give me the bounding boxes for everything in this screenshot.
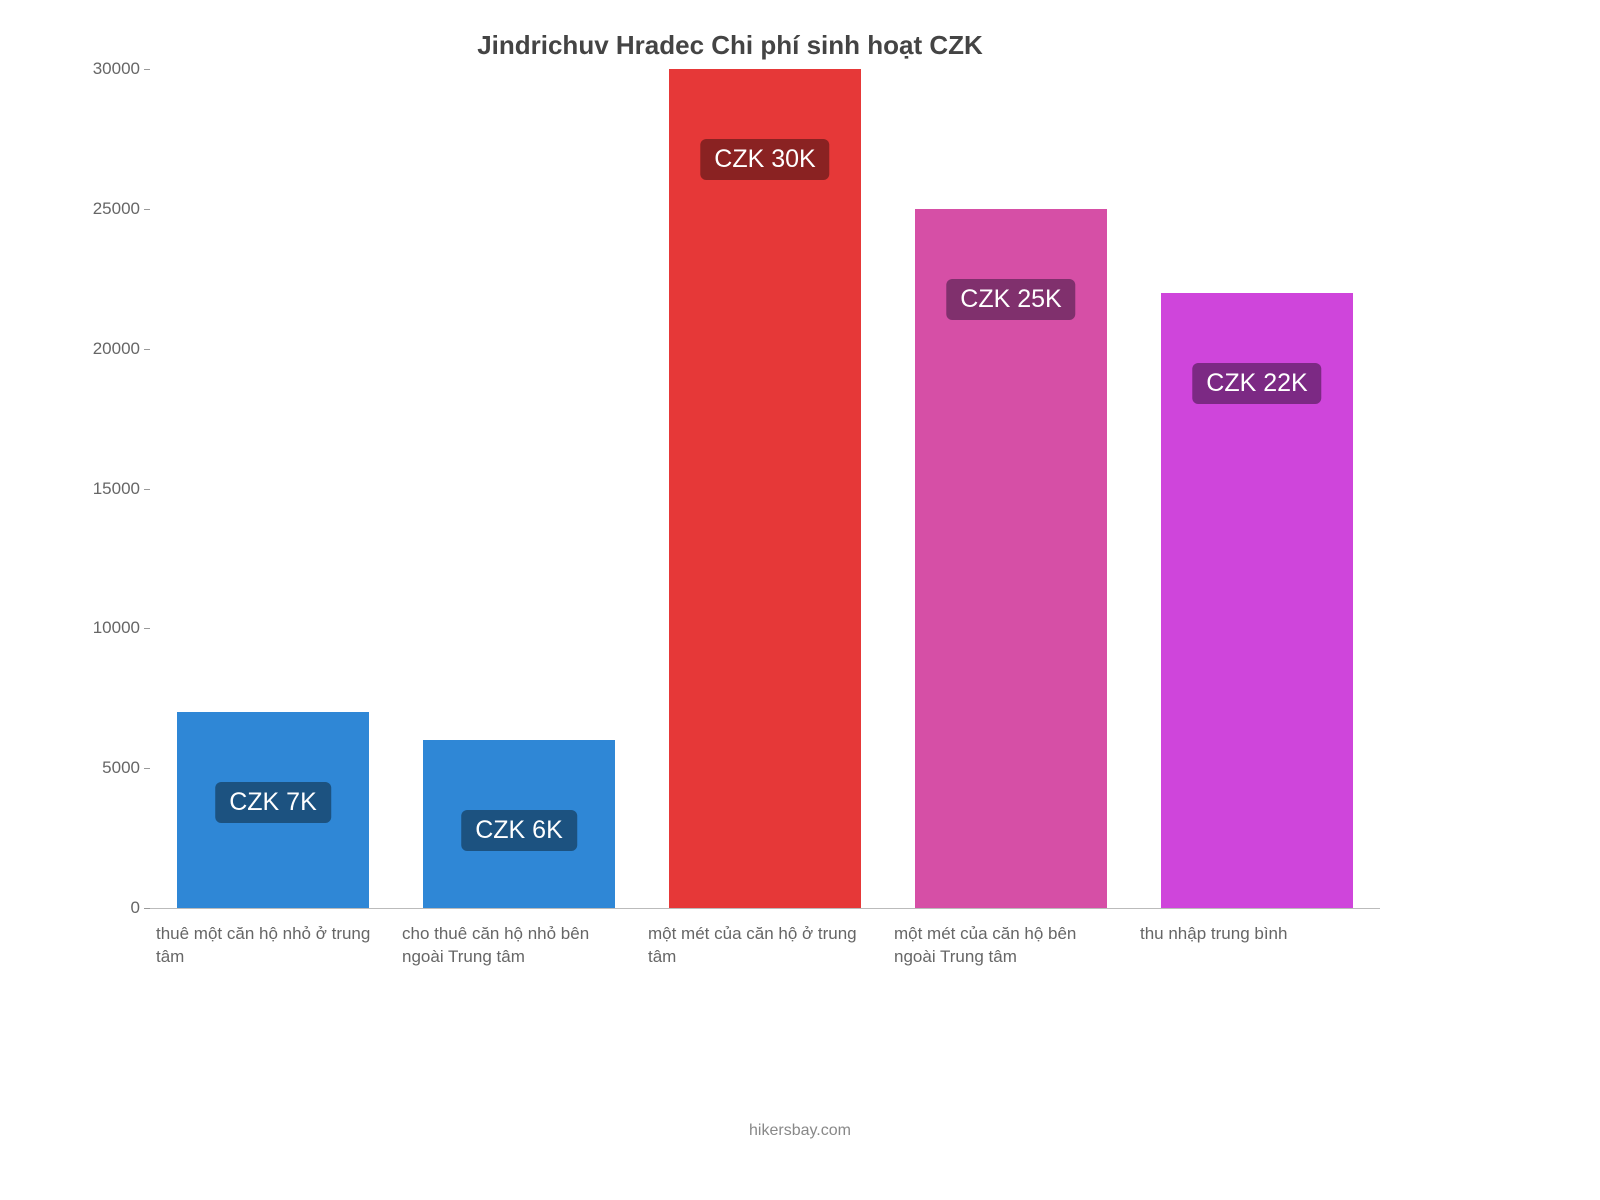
value-badge: CZK 25K bbox=[946, 279, 1075, 320]
value-badge: CZK 6K bbox=[461, 810, 577, 851]
x-tick-label: một mét của căn hộ bên ngoài Trung tâm bbox=[888, 923, 1134, 969]
y-tick: 30000 bbox=[80, 59, 140, 79]
y-tick: 15000 bbox=[80, 479, 140, 499]
value-badge: CZK 22K bbox=[1192, 363, 1321, 404]
bar-column: CZK 7K bbox=[150, 69, 396, 908]
bar: CZK 6K bbox=[423, 740, 615, 908]
bar: CZK 30K bbox=[669, 69, 861, 908]
bars-group: CZK 7K CZK 6K CZK 30K CZK 25K CZK 22K bbox=[150, 69, 1380, 908]
bar-column: CZK 25K bbox=[888, 69, 1134, 908]
x-axis-labels: thuê một căn hộ nhỏ ở trung tâmcho thuê … bbox=[150, 909, 1380, 969]
y-tick: 20000 bbox=[80, 339, 140, 359]
x-tick-label: một mét của căn hộ ở trung tâm bbox=[642, 923, 888, 969]
y-tick: 10000 bbox=[80, 618, 140, 638]
bar: CZK 7K bbox=[177, 712, 369, 908]
chart-title: Jindrichuv Hradec Chi phí sinh hoạt CZK bbox=[80, 30, 1380, 61]
value-badge: CZK 7K bbox=[215, 782, 331, 823]
bar-column: CZK 30K bbox=[642, 69, 888, 908]
bar: CZK 22K bbox=[1161, 293, 1353, 908]
credit-text: hikersbay.com bbox=[0, 1122, 1600, 1140]
bar: CZK 25K bbox=[915, 209, 1107, 908]
x-tick-label: thuê một căn hộ nhỏ ở trung tâm bbox=[150, 923, 396, 969]
bar-column: CZK 22K bbox=[1134, 69, 1380, 908]
value-badge: CZK 30K bbox=[700, 139, 829, 180]
y-tick: 0 bbox=[80, 898, 140, 918]
bar-column: CZK 6K bbox=[396, 69, 642, 908]
x-tick-label: thu nhập trung bình bbox=[1134, 923, 1380, 969]
x-tick-label: cho thuê căn hộ nhỏ bên ngoài Trung tâm bbox=[396, 923, 642, 969]
y-tick: 5000 bbox=[80, 758, 140, 778]
plot-area: CZK 7KCZK 6KCZK 30KCZK 25KCZK 22K 050001… bbox=[150, 69, 1380, 909]
y-tick: 25000 bbox=[80, 199, 140, 219]
chart-container: Jindrichuv Hradec Chi phí sinh hoạt CZK … bbox=[80, 30, 1380, 1030]
